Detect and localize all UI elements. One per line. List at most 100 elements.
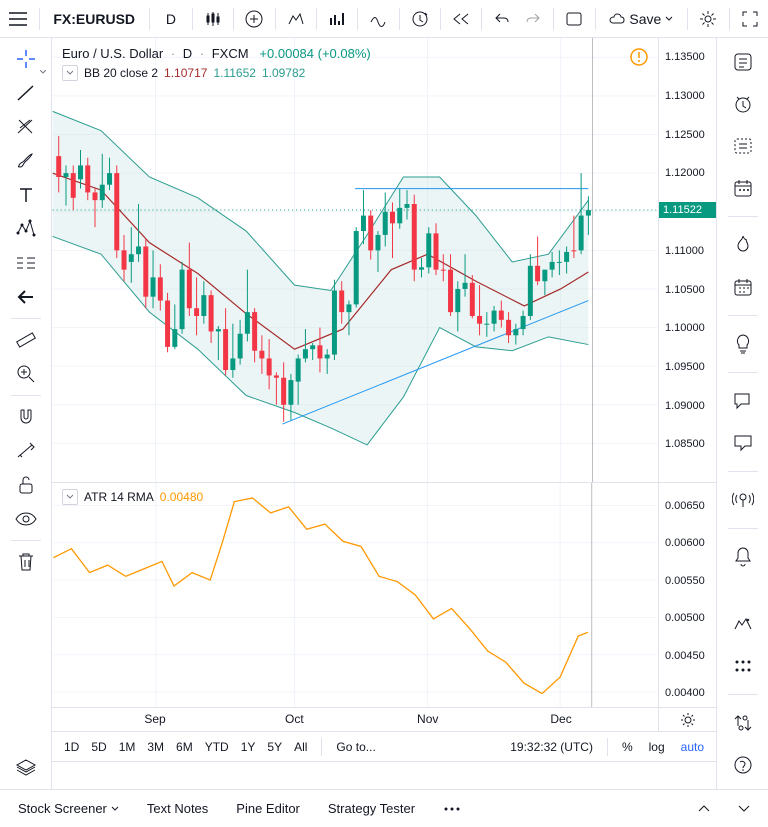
fullscreen-icon[interactable] <box>736 2 765 36</box>
range-6m[interactable]: 6M <box>170 736 199 758</box>
price-axis[interactable]: 1.085001.090001.095001.100001.105001.110… <box>658 38 716 482</box>
lock-drawings-icon[interactable] <box>4 434 48 468</box>
settings-gear-icon[interactable] <box>694 2 723 36</box>
trendline-icon[interactable] <box>4 76 48 110</box>
financials-icon[interactable] <box>323 2 352 36</box>
interval-selector[interactable]: D <box>156 11 186 27</box>
time-tick: Nov <box>417 712 438 726</box>
range-5d[interactable]: 5D <box>85 736 112 758</box>
time-axis[interactable]: SepOctNovDec <box>52 708 716 732</box>
layers-icon[interactable] <box>4 751 48 785</box>
chat-public-icon[interactable] <box>721 381 765 421</box>
order-panel-icon[interactable] <box>721 703 765 743</box>
hotlist-icon[interactable] <box>721 126 765 166</box>
patterns-icon[interactable] <box>4 212 48 246</box>
compare-icon[interactable] <box>240 2 269 36</box>
price-tick: 1.12500 <box>665 129 705 141</box>
range-1m[interactable]: 1M <box>113 736 142 758</box>
pine-editor-tab[interactable]: Pine Editor <box>224 795 312 822</box>
range-5y[interactable]: 5Y <box>261 736 288 758</box>
trash-icon[interactable] <box>4 545 48 579</box>
alerts-clock-icon[interactable] <box>721 84 765 124</box>
brush-icon[interactable] <box>4 144 48 178</box>
notifications-icon[interactable] <box>721 537 765 577</box>
strategy-tester-tab[interactable]: Strategy Tester <box>316 795 427 822</box>
main-chart[interactable]: Euro / U.S. Dollar · D · FXCM +0.00084 (… <box>52 38 716 483</box>
economic-calendar-icon[interactable] <box>721 267 765 307</box>
ruler-icon[interactable] <box>4 323 48 357</box>
log-scale-btn[interactable]: log <box>643 736 671 758</box>
atr-axis[interactable]: 0.004000.004500.005000.005500.006000.006… <box>658 483 716 707</box>
symbol-search[interactable]: FX:EURUSD <box>45 11 143 27</box>
chart-legend: Euro / U.S. Dollar · D · FXCM +0.00084 (… <box>62 46 371 81</box>
goto-button[interactable]: Go to... <box>330 736 381 758</box>
chat-private-icon[interactable] <box>721 423 765 463</box>
right-widget-bar <box>716 38 768 789</box>
stock-screener-tab[interactable]: Stock Screener <box>6 795 131 822</box>
price-tick: 1.09500 <box>665 361 705 373</box>
dom-icon[interactable] <box>721 604 765 644</box>
indicators-icon[interactable] <box>282 2 311 36</box>
magnet-icon[interactable] <box>4 400 48 434</box>
auto-scale-btn[interactable]: auto <box>675 736 710 758</box>
atr-tick: 0.00450 <box>665 650 705 662</box>
panel-expand-icon[interactable] <box>726 799 762 819</box>
templates-icon[interactable] <box>364 2 393 36</box>
top-toolbar: FX:EURUSD D Save <box>0 0 768 38</box>
cloud-icon <box>609 13 625 25</box>
save-button[interactable]: Save <box>601 11 681 27</box>
warning-icon[interactable] <box>630 48 648 66</box>
hamburger-menu-icon[interactable] <box>4 2 33 36</box>
time-tick: Sep <box>144 712 165 726</box>
atr-pane[interactable]: ATR 14 RMA 0.00480 0.004000.004500.00500… <box>52 483 716 708</box>
more-tabs-button[interactable] <box>431 801 473 817</box>
zoom-icon[interactable] <box>4 357 48 391</box>
ideas-icon[interactable] <box>721 324 765 364</box>
text-icon[interactable] <box>4 178 48 212</box>
crosshair-icon[interactable] <box>4 42 48 76</box>
atr-tick: 0.00600 <box>665 537 705 549</box>
chevron-down-icon <box>665 16 673 22</box>
range-1y[interactable]: 1Y <box>235 736 262 758</box>
alert-icon[interactable] <box>406 2 435 36</box>
candles-icon[interactable] <box>199 2 228 36</box>
layout-icon[interactable] <box>560 2 589 36</box>
atr-collapse-icon[interactable] <box>62 489 78 505</box>
lock-icon[interactable] <box>4 468 48 502</box>
price-tick: 1.13500 <box>665 51 705 63</box>
price-tick: 1.09000 <box>665 400 705 412</box>
eye-icon[interactable] <box>4 502 48 536</box>
time-tick: Dec <box>550 712 571 726</box>
stream-icon[interactable] <box>721 480 765 520</box>
watchlist-icon[interactable] <box>721 42 765 82</box>
atr-tick: 0.00400 <box>665 687 705 699</box>
panel-collapse-icon[interactable] <box>686 799 722 819</box>
range-3m[interactable]: 3M <box>141 736 170 758</box>
price-tick: 1.12000 <box>665 167 705 179</box>
atr-tick: 0.00500 <box>665 612 705 624</box>
calendar-icon[interactable] <box>721 168 765 208</box>
replay-icon[interactable] <box>447 2 476 36</box>
forecast-icon[interactable] <box>4 246 48 280</box>
percent-scale-btn[interactable]: % <box>616 736 639 758</box>
price-tick: 1.10000 <box>665 322 705 334</box>
indicator-collapse-icon[interactable] <box>62 65 78 81</box>
flame-icon[interactable] <box>721 225 765 265</box>
atr-tick: 0.00650 <box>665 500 705 512</box>
object-tree-icon[interactable] <box>721 646 765 686</box>
atr-label[interactable]: ATR 14 RMA <box>84 490 154 504</box>
bb-indicator-label[interactable]: BB 20 close 2 <box>84 66 158 80</box>
fib-icon[interactable] <box>4 110 48 144</box>
interval-row: 1D5D1M3M6MYTD1Y5YAll Go to... 19:32:32 (… <box>52 732 716 762</box>
back-arrow-icon[interactable] <box>4 280 48 314</box>
help-icon[interactable] <box>721 745 765 785</box>
redo-icon[interactable] <box>519 2 548 36</box>
undo-icon[interactable] <box>488 2 517 36</box>
text-notes-tab[interactable]: Text Notes <box>135 795 220 822</box>
drawing-toolbar <box>0 38 52 789</box>
axis-settings-icon[interactable] <box>658 708 716 731</box>
range-all[interactable]: All <box>288 736 313 758</box>
range-1d[interactable]: 1D <box>58 736 85 758</box>
chart-symbol[interactable]: Euro / U.S. Dollar <box>62 46 163 61</box>
range-ytd[interactable]: YTD <box>199 736 235 758</box>
